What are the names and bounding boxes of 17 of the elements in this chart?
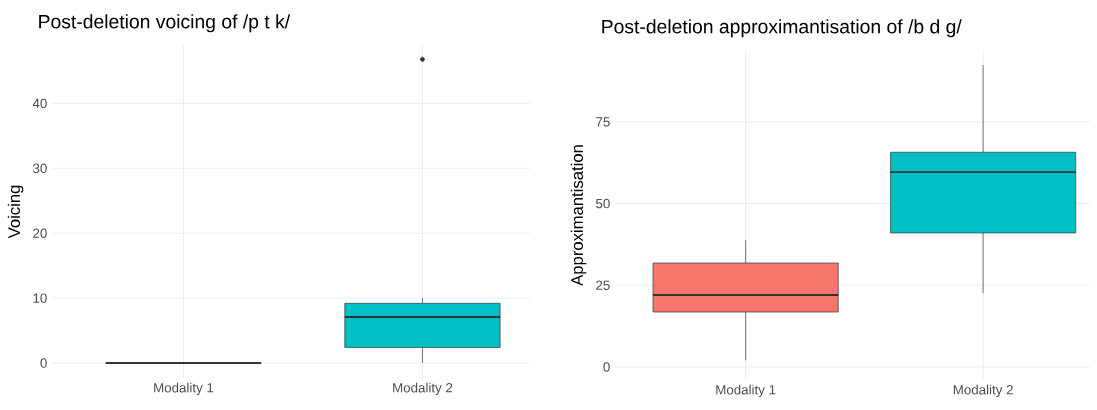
- x-tick-label: Modality 2: [953, 384, 1013, 398]
- y-tick-label: 10: [33, 293, 47, 303]
- y-tick-label: 20: [33, 228, 47, 238]
- x-tick-label: Modality 1: [716, 384, 776, 398]
- chart-title: Post-deletion voicing of /p t k/: [39, 14, 291, 33]
- x-tick-label: Modality 2: [393, 382, 453, 396]
- y-tick-label: 0: [603, 362, 610, 372]
- y-tick-label: 40: [32, 98, 47, 109]
- y-tick-label: 25: [596, 280, 610, 290]
- y-axis-title: Voicing: [7, 185, 24, 239]
- y-tick-label: 30: [32, 163, 47, 174]
- y-tick-label: 75: [596, 117, 610, 127]
- y-axis-title: Approximantisation: [570, 145, 587, 286]
- x-tick-label: Modality 1: [154, 382, 214, 396]
- y-tick-label: 0: [40, 358, 47, 368]
- y-tick-label: 50: [596, 198, 610, 209]
- chart-title: Post-deletion approximantisation of /b d g/: [602, 19, 962, 38]
